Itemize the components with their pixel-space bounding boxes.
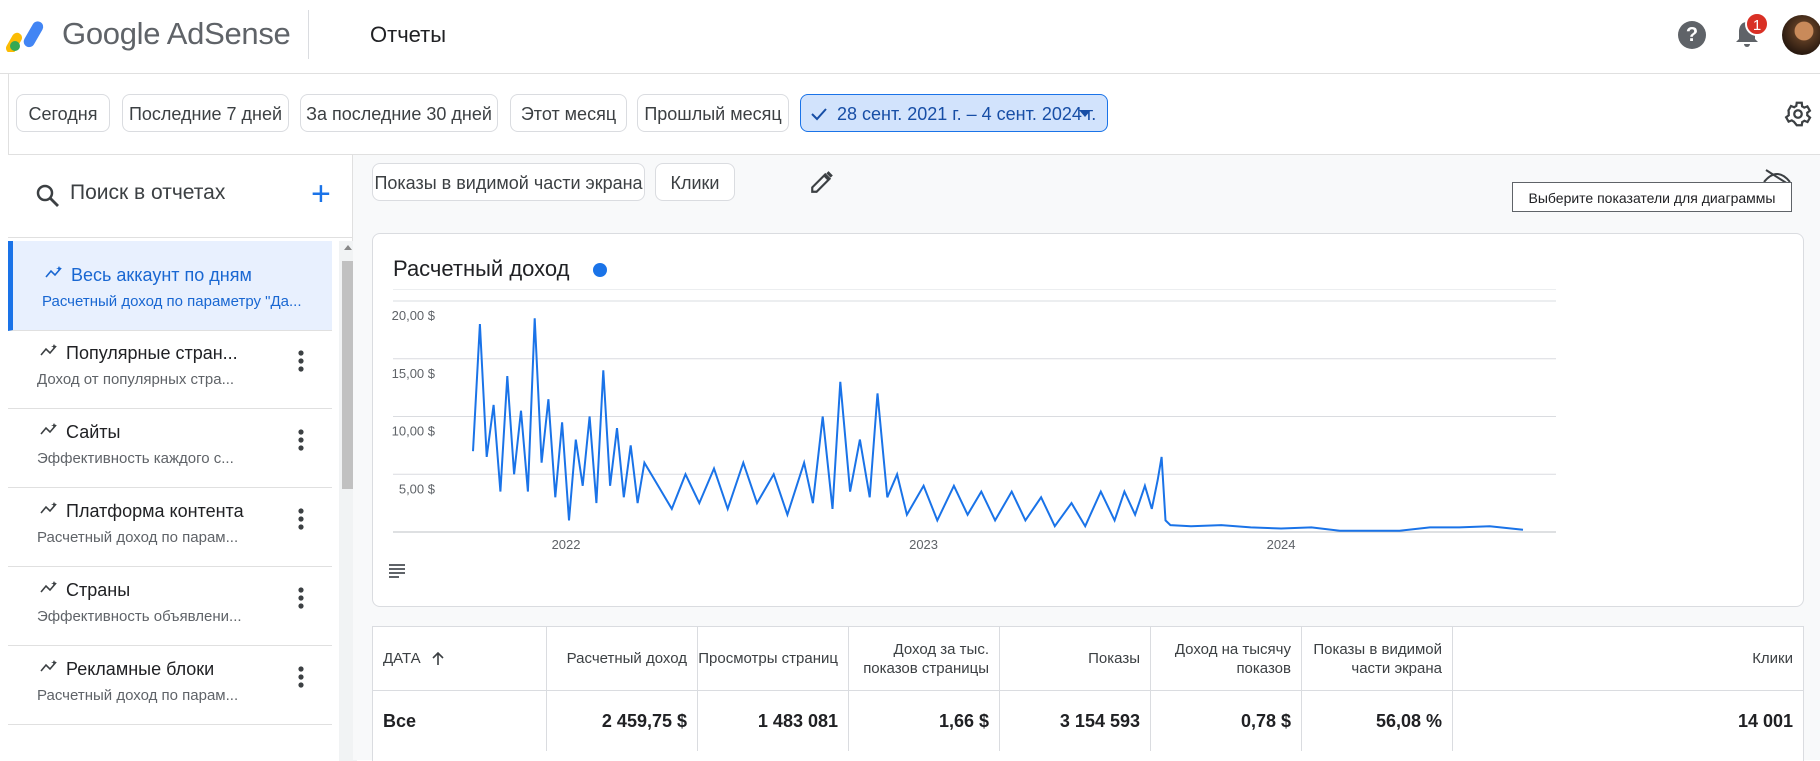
metric-chip-clicks[interactable]: Клики bbox=[655, 163, 735, 201]
x-axis-ticks: 2022 2023 2024 bbox=[552, 537, 1296, 552]
report-item-desc: Эффективность объявлени... bbox=[37, 608, 242, 625]
help-icon[interactable]: ? bbox=[1678, 21, 1706, 49]
table-header-pageviews[interactable]: Просмотры страниц bbox=[698, 627, 849, 691]
report-item-title: Платформа контента bbox=[66, 501, 244, 521]
y-tick-label: 15,00 $ bbox=[392, 366, 436, 381]
reports-sidebar: Поиск в отчетах + Весь аккаунт по дням Р… bbox=[8, 155, 357, 761]
report-item-account-by-day[interactable]: Весь аккаунт по дням Расчетный доход по … bbox=[8, 241, 332, 331]
adsense-logo-icon[interactable] bbox=[6, 18, 50, 52]
series-color-dot bbox=[593, 263, 607, 277]
total-page-rpm: 1,66 $ bbox=[849, 691, 1000, 751]
filter-last-month[interactable]: Прошлый месяц bbox=[637, 94, 789, 132]
trend-sparkle-icon bbox=[40, 581, 57, 593]
report-item-desc: Эффективность каждого с... bbox=[37, 450, 234, 467]
x-tick-label: 2024 bbox=[1267, 537, 1296, 552]
date-filter-bar: Сегодня Последние 7 дней За последние 30… bbox=[0, 74, 1820, 155]
table-header-impressions[interactable]: Показы bbox=[1000, 627, 1151, 691]
table-header-impression-rpm[interactable]: Доход на тысячу показов bbox=[1151, 627, 1302, 691]
more-vert-icon[interactable] bbox=[298, 663, 304, 691]
y-tick-label: 10,00 $ bbox=[392, 424, 436, 439]
y-tick-label: 20,00 $ bbox=[392, 308, 436, 323]
revenue-line-chart: 20,00 $ 15,00 $ 10,00 $ 5,00 $ 2022 2023 2024 bbox=[389, 289, 1556, 578]
table-header-label: ДАТА bbox=[383, 650, 421, 667]
chart-metrics-tooltip: Выберите показатели для диаграммы bbox=[1512, 182, 1792, 212]
trend-sparkle-icon bbox=[40, 423, 57, 435]
sort-ascending-icon[interactable] bbox=[431, 651, 445, 666]
chart-title: Расчетный доход bbox=[393, 256, 570, 281]
settings-gear-icon[interactable] bbox=[1783, 99, 1813, 129]
total-impression-rpm: 0,78 $ bbox=[1151, 691, 1302, 751]
trend-sparkle-icon bbox=[45, 266, 62, 278]
filter-last-7-days[interactable]: Последние 7 дней bbox=[122, 94, 289, 132]
edit-pencil-icon[interactable] bbox=[809, 169, 835, 195]
table-header-date[interactable]: ДАТА bbox=[373, 627, 547, 691]
y-tick-label: 5,00 $ bbox=[399, 481, 436, 496]
report-item-title: Страны bbox=[66, 580, 131, 600]
x-tick-label: 2023 bbox=[909, 537, 938, 552]
filter-this-month[interactable]: Этот месяц bbox=[510, 94, 627, 132]
metric-chip-viewable-impressions[interactable]: Показы в видимой части экрана bbox=[372, 163, 645, 201]
report-item-ad-units[interactable]: Рекламные блоки Расчетный доход по парам… bbox=[8, 635, 332, 725]
revenue-series-line bbox=[472, 318, 1524, 532]
table-header-page-rpm[interactable]: Доход за тыс. показов страницы bbox=[849, 627, 1000, 691]
total-pageviews: 1 483 081 bbox=[698, 691, 849, 751]
report-item-title: Рекламные блоки bbox=[66, 659, 215, 679]
chart-card: Расчетный доход 20,00 $ 15,00 $ 10,00 $ 5,0… bbox=[372, 233, 1804, 607]
chart-table-toggle-icon[interactable] bbox=[389, 564, 405, 578]
chevron-down-icon bbox=[1079, 110, 1091, 117]
search-icon bbox=[36, 184, 59, 207]
more-vert-icon[interactable] bbox=[298, 505, 304, 533]
table-header-revenue[interactable]: Расчетный доход bbox=[547, 627, 698, 691]
scrollbar-thumb[interactable] bbox=[342, 261, 354, 489]
chart-grid bbox=[393, 289, 1556, 533]
report-item-sites[interactable]: Сайты Эффективность каждого с... bbox=[8, 398, 332, 488]
total-row-label: Все bbox=[373, 691, 547, 751]
add-report-icon[interactable]: + bbox=[311, 175, 331, 213]
filter-last-30-days[interactable]: За последние 30 дней bbox=[300, 94, 498, 132]
more-vert-icon[interactable] bbox=[298, 426, 304, 454]
report-item-countries[interactable]: Страны Эффективность объявлени... bbox=[8, 556, 332, 646]
more-vert-icon[interactable] bbox=[298, 347, 304, 375]
trend-sparkle-icon bbox=[40, 660, 57, 672]
notifications-badge: 1 bbox=[1745, 12, 1769, 36]
filter-custom-range[interactable]: 28 сент. 2021 г. – 4 сент. 2024 г. bbox=[800, 94, 1108, 132]
report-item-title: Популярные стран... bbox=[66, 343, 238, 363]
report-item-top-pages[interactable]: Популярные стран... Доход от популярных … bbox=[8, 319, 332, 409]
total-clicks: 14 001 bbox=[1737, 711, 1793, 731]
report-item-content-platform[interactable]: Платформа контента Расчетный доход по па… bbox=[8, 477, 332, 567]
report-list: Весь аккаунт по дням Расчетный доход по … bbox=[8, 241, 332, 761]
report-item-title: Сайты bbox=[66, 422, 121, 442]
total-revenue: 2 459,75 $ bbox=[547, 691, 698, 751]
header-divider bbox=[308, 10, 309, 59]
check-icon bbox=[811, 108, 827, 121]
report-item-desc: Расчетный доход по парам... bbox=[37, 529, 239, 546]
report-item-desc: Расчетный доход по парам... bbox=[37, 687, 239, 704]
trend-sparkle-icon bbox=[40, 344, 57, 356]
report-item-desc: Доход от популярных стра... bbox=[37, 371, 235, 388]
table-header-clicks[interactable]: Клики bbox=[1453, 627, 1803, 691]
brand-name[interactable]: Google AdSense bbox=[62, 16, 291, 51]
page-title: Отчеты bbox=[370, 22, 447, 47]
total-viewable-impressions: 56,08 % bbox=[1302, 691, 1453, 751]
filter-today[interactable]: Сегодня bbox=[16, 94, 110, 132]
y-axis-ticks: 20,00 $ 15,00 $ 10,00 $ 5,00 $ bbox=[392, 308, 436, 496]
x-tick-label: 2022 bbox=[552, 537, 581, 552]
trend-sparkle-icon bbox=[40, 502, 57, 514]
filter-custom-range-label: 28 сент. 2021 г. – 4 сент. 2024 г. bbox=[837, 104, 1097, 124]
report-item-title: Весь аккаунт по дням bbox=[71, 265, 252, 285]
report-table: ДАТА Расчетный доход Просмотры страниц Д… bbox=[372, 626, 1804, 761]
report-list-scrollbar[interactable] bbox=[339, 241, 357, 761]
more-vert-icon[interactable] bbox=[298, 584, 304, 612]
scroll-up-arrow-icon[interactable] bbox=[344, 245, 352, 250]
avatar[interactable] bbox=[1782, 15, 1820, 55]
report-search-input[interactable]: Поиск в отчетах bbox=[70, 181, 226, 204]
table-header-viewable-impressions[interactable]: Показы в видимой части экрана bbox=[1302, 627, 1453, 691]
top-bar: Google AdSense Отчеты ? 1 bbox=[0, 0, 1820, 74]
total-impressions: 3 154 593 bbox=[1000, 691, 1151, 751]
report-item-desc: Расчетный доход по параметру "Да... bbox=[42, 293, 302, 310]
report-search-row: Поиск в отчетах + bbox=[8, 155, 352, 238]
visibility-off-icon[interactable] bbox=[1762, 168, 1792, 184]
